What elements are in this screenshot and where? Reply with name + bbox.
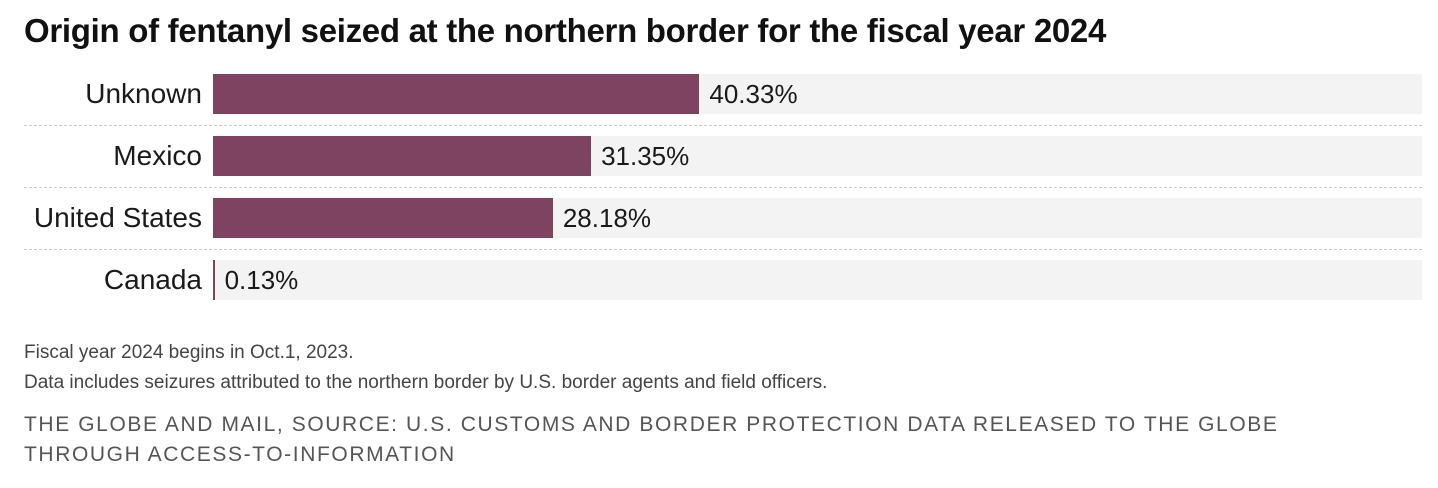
value-label-unknown: 40.33% bbox=[709, 79, 798, 109]
bar-mexico bbox=[213, 136, 592, 176]
bar-track-unknown: 40.33% bbox=[213, 74, 1422, 114]
value-label-mexico: 31.35% bbox=[601, 141, 690, 171]
value-label-united-states: 28.18% bbox=[562, 203, 652, 233]
bar-canada bbox=[213, 260, 215, 300]
bar-track-united-states: 28.18% bbox=[213, 198, 1422, 238]
row-separator bbox=[24, 187, 1422, 188]
source-credit: THE GLOBE AND MAIL, SOURCE: U.S. CUSTOMS… bbox=[24, 413, 1279, 466]
row-separator bbox=[24, 249, 1422, 250]
category-label-unknown: Unknown bbox=[85, 78, 202, 109]
category-label-united-states: United States bbox=[33, 202, 202, 233]
value-label-canada: 0.13% bbox=[224, 265, 299, 295]
bar-united-states bbox=[213, 198, 553, 238]
footnote-fiscal-year: Fiscal year 2024 begins in Oct.1, 2023. bbox=[24, 342, 354, 363]
chart-title: Origin of fentanyl seized at the norther… bbox=[24, 12, 1107, 49]
bar-unknown bbox=[213, 74, 700, 114]
bar-track-canada: 0.13% bbox=[213, 260, 1422, 300]
bar-track-mexico: 31.35% bbox=[213, 136, 1422, 176]
bar-chart: Unknown 40.33% Mexico 31.35% United States 28… bbox=[24, 74, 1422, 300]
row-separator bbox=[24, 125, 1422, 126]
footnote-data-scope: Data includes seizures attributed to the… bbox=[24, 372, 828, 393]
category-label-canada: Canada bbox=[103, 264, 202, 295]
category-label-mexico: Mexico bbox=[113, 140, 202, 171]
